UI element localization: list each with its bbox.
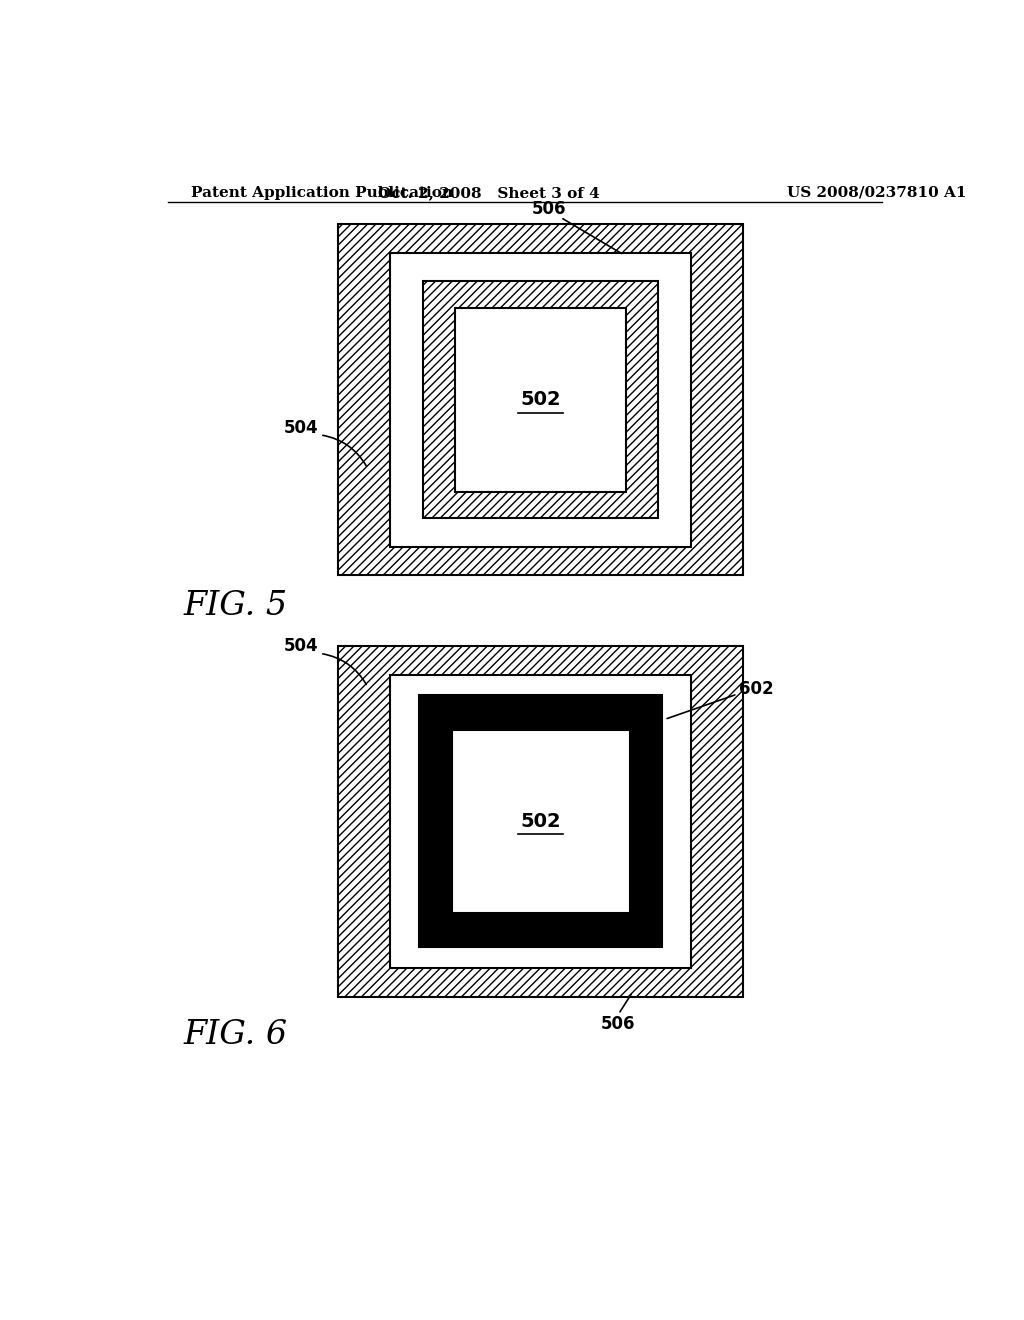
Text: FIG. 5: FIG. 5	[183, 590, 288, 622]
Bar	[455, 308, 627, 492]
Text: FIG. 6: FIG. 6	[183, 1019, 288, 1051]
Text: 502: 502	[520, 812, 561, 830]
Bar	[390, 253, 691, 546]
Text: US 2008/0237810 A1: US 2008/0237810 A1	[786, 186, 967, 199]
Text: 504: 504	[284, 638, 318, 655]
Bar	[452, 730, 630, 912]
Text: Oct. 2, 2008   Sheet 3 of 4: Oct. 2, 2008 Sheet 3 of 4	[378, 186, 600, 199]
Bar	[423, 281, 658, 519]
Text: 506: 506	[601, 1015, 636, 1034]
Text: 504: 504	[284, 418, 318, 437]
Bar	[338, 647, 743, 997]
Bar	[419, 696, 663, 948]
Text: 502: 502	[520, 391, 561, 409]
Bar	[390, 675, 691, 969]
Text: Patent Application Publication: Patent Application Publication	[191, 186, 454, 199]
Bar	[338, 224, 743, 576]
Text: 506: 506	[531, 201, 566, 218]
Text: 602: 602	[739, 680, 774, 698]
